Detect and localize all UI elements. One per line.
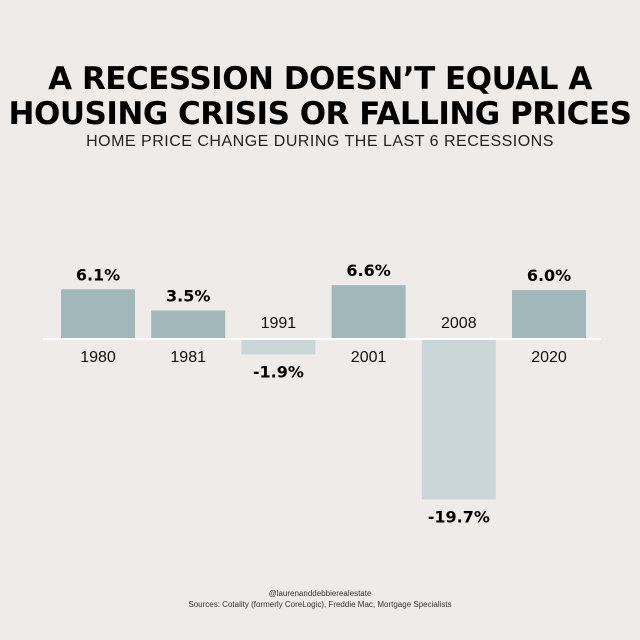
value-label-2001: 6.6% — [346, 261, 390, 280]
category-label-1981: 1981 — [170, 349, 206, 366]
bar-2020 — [512, 290, 586, 339]
bar-1981 — [151, 310, 226, 339]
footer-sources: Sources: Cotality (formerly CoreLogic), … — [188, 600, 452, 609]
value-label-2008: -19.7% — [428, 508, 490, 527]
value-label-1980: 6.1% — [76, 265, 120, 284]
footer-handle: @laurenanddebbierealestate — [268, 589, 372, 598]
category-label-1980: 1980 — [80, 349, 116, 366]
bar-2008 — [421, 339, 496, 500]
bar-1991 — [241, 339, 316, 355]
category-label-2020: 2020 — [531, 349, 567, 366]
value-label-2020: 6.0% — [527, 266, 571, 285]
category-label-1991: 1991 — [261, 315, 297, 332]
value-label-1981: 3.5% — [166, 286, 210, 305]
category-label-2008: 2008 — [441, 315, 477, 332]
value-label-1991: -1.9% — [253, 362, 304, 381]
bar-2001 — [331, 285, 406, 339]
bar-1980 — [61, 289, 135, 339]
category-label-2001: 2001 — [351, 349, 387, 366]
chart-title-line-1: A RECESSION DOESN’T EQUAL A — [48, 61, 592, 97]
chart-subtitle: HOME PRICE CHANGE DURING THE LAST 6 RECE… — [86, 133, 554, 150]
chart-title-line-2: HOUSING CRISIS OR FALLING PRICES — [8, 96, 632, 132]
